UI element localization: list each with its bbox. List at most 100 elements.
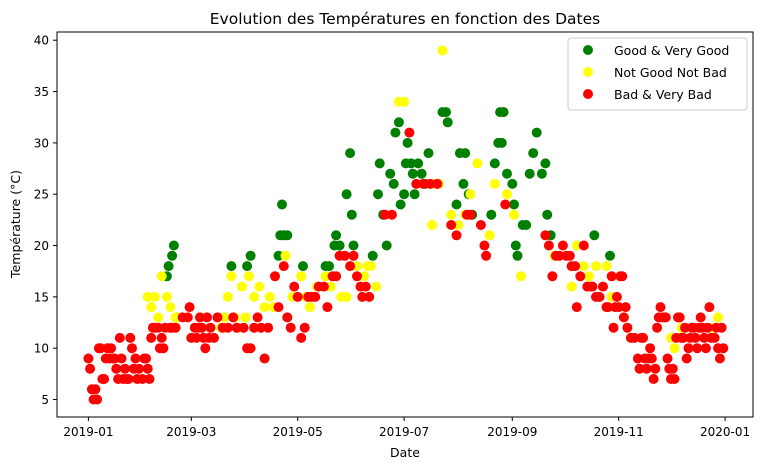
data-point-series-1: [509, 209, 519, 220]
data-point-series-2: [109, 353, 120, 364]
data-point-series-0: [168, 240, 179, 251]
data-point-series-0: [163, 261, 174, 272]
data-point-series-1: [259, 302, 270, 313]
data-point-series-2: [716, 322, 727, 333]
data-point-series-2: [690, 332, 701, 343]
data-point-series-2: [432, 178, 443, 189]
data-point-series-2: [606, 271, 617, 282]
data-point-series-2: [289, 281, 300, 292]
data-point-series-2: [543, 240, 554, 251]
points-layer: [83, 45, 729, 405]
x-tick-label: 2019-09: [487, 425, 537, 439]
data-point-series-0: [388, 178, 399, 189]
data-point-series-2: [650, 363, 661, 374]
data-point-series-2: [120, 363, 130, 374]
data-point-series-1: [446, 209, 457, 220]
data-point-series-1: [249, 291, 260, 302]
data-point-series-2: [90, 384, 101, 395]
data-point-series-2: [603, 302, 614, 313]
y-tick-label: 10: [34, 342, 49, 356]
data-point-series-2: [137, 374, 148, 384]
data-point-series-2: [331, 271, 342, 282]
data-point-series-2: [620, 302, 631, 313]
data-point-series-0: [507, 178, 518, 189]
data-point-series-2: [92, 394, 103, 405]
data-point-series-2: [564, 250, 575, 261]
data-point-series-2: [608, 322, 619, 333]
data-point-series-0: [373, 189, 383, 200]
data-point-series-2: [357, 291, 368, 302]
data-point-series-1: [320, 271, 331, 282]
data-point-series-2: [249, 322, 260, 333]
data-point-series-2: [209, 332, 219, 343]
data-point-series-0: [298, 261, 308, 272]
y-axis-label: Température (°C): [8, 170, 23, 279]
data-point-series-2: [158, 343, 169, 354]
data-point-series-0: [486, 209, 497, 220]
data-point-series-2: [674, 312, 685, 323]
data-point-series-2: [594, 291, 605, 302]
data-point-series-0: [528, 148, 539, 159]
data-point-series-2: [446, 220, 457, 230]
legend-marker-bad: [583, 89, 593, 99]
data-point-series-2: [638, 332, 649, 343]
data-point-series-0: [531, 127, 542, 138]
data-point-series-1: [427, 220, 437, 230]
x-tick-label: 2019-11: [594, 425, 644, 439]
data-point-series-2: [678, 332, 689, 343]
data-point-series-0: [540, 158, 551, 169]
data-point-series-2: [205, 322, 216, 333]
data-point-series-0: [524, 168, 535, 179]
data-point-series-2: [645, 343, 656, 354]
data-point-series-0: [346, 209, 357, 220]
data-point-series-2: [360, 281, 371, 292]
y-tick-label: 25: [34, 188, 49, 202]
data-point-series-0: [460, 148, 471, 159]
y-tick-label: 40: [34, 34, 49, 48]
data-point-series-2: [348, 250, 359, 261]
data-point-series-2: [571, 302, 582, 313]
data-point-series-1: [366, 261, 376, 272]
data-point-series-1: [578, 261, 589, 272]
data-point-series-2: [296, 332, 307, 343]
data-point-series-1: [280, 250, 291, 261]
data-point-series-0: [348, 240, 359, 251]
chart-title: Evolution des Températures en fonction d…: [210, 10, 600, 28]
data-point-series-0: [245, 250, 256, 261]
data-point-series-1: [142, 291, 153, 302]
y-tick-label: 5: [41, 393, 49, 407]
data-point-series-1: [669, 343, 680, 354]
data-point-series-0: [489, 158, 500, 169]
data-point-series-2: [646, 353, 657, 364]
x-tick-label: 2019-03: [166, 425, 216, 439]
data-point-series-2: [111, 363, 122, 374]
data-point-series-0: [395, 199, 406, 210]
data-point-series-2: [622, 322, 633, 333]
data-point-series-0: [242, 261, 253, 272]
legend-marker-good: [583, 45, 593, 55]
x-tick-label: 2019-05: [273, 425, 323, 439]
data-point-series-2: [683, 343, 694, 354]
data-point-series-1: [243, 271, 254, 282]
data-point-series-2: [680, 322, 690, 333]
data-point-series-2: [95, 343, 106, 354]
plot-area-frame: [56, 31, 754, 418]
data-point-series-0: [413, 158, 424, 169]
data-point-series-2: [700, 343, 711, 354]
data-point-series-2: [144, 374, 155, 384]
data-point-series-0: [407, 168, 418, 179]
data-point-series-0: [226, 261, 237, 272]
data-point-series-2: [500, 199, 511, 210]
data-point-series-2: [345, 261, 356, 272]
data-point-series-1: [601, 261, 612, 272]
data-point-series-2: [641, 363, 652, 374]
data-point-series-2: [99, 374, 110, 384]
data-point-series-2: [182, 312, 193, 323]
data-point-series-2: [130, 353, 141, 364]
y-tick-label: 30: [34, 136, 49, 150]
data-point-series-2: [660, 312, 671, 323]
data-point-series-2: [141, 353, 151, 364]
data-point-series-0: [381, 240, 392, 251]
data-point-series-2: [156, 332, 167, 343]
data-point-series-2: [618, 312, 629, 323]
